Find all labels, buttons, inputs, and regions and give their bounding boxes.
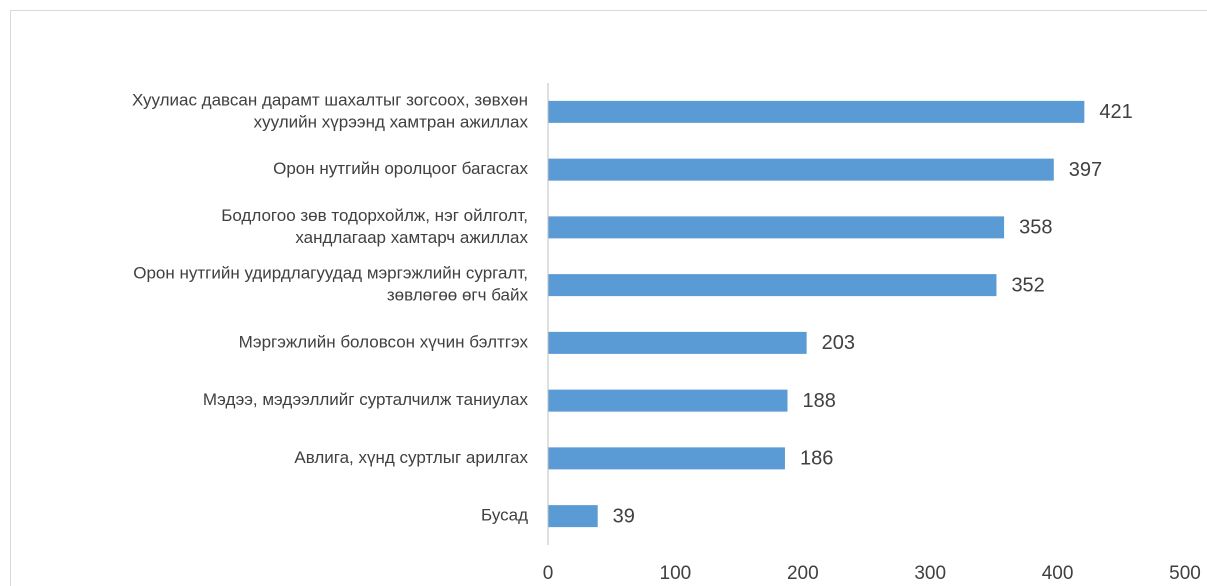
value-label: 188 xyxy=(803,390,836,412)
value-label: 352 xyxy=(1011,274,1044,296)
x-tick-label: 500 xyxy=(1169,563,1201,584)
bar xyxy=(548,158,1054,181)
value-label: 203 xyxy=(822,332,855,354)
bar xyxy=(548,216,1005,239)
value-label: 186 xyxy=(800,448,833,470)
y-tick-label: хандлагаар хамтарч ажиллах xyxy=(295,228,528,247)
x-tick-label: 400 xyxy=(1042,563,1074,584)
x-tick-label: 100 xyxy=(660,563,692,584)
x-tick-label: 200 xyxy=(787,563,819,584)
x-tick-label: 300 xyxy=(914,563,946,584)
value-label: 421 xyxy=(1099,101,1132,123)
bar xyxy=(548,100,1085,123)
y-tick-label: Мэргэжлийн боловсон хүчин бэлтгэх xyxy=(239,332,529,351)
y-tick-label: зөвлөгөө өгч байх xyxy=(387,286,529,305)
y-tick-label: Авлига, хүнд суртлыг арилгах xyxy=(294,448,528,467)
y-tick-label: Хуулиас давсан дарамт шахалтыг зогсоох, … xyxy=(132,90,528,109)
bar xyxy=(548,505,598,528)
bar xyxy=(548,274,997,297)
chart-border xyxy=(10,10,1207,586)
bar xyxy=(548,389,788,412)
y-tick-label: Бусад xyxy=(481,506,528,525)
y-tick-label: хуулийн хүрээнд хамтран ажиллах xyxy=(254,112,529,131)
y-tick-label: Мэдээ, мэдээллийг сурталчилж таниулах xyxy=(203,390,529,409)
y-tick-label: Бодлогоо зөв тодорхойлж, нэг ойлголт, xyxy=(221,206,528,225)
value-label: 358 xyxy=(1019,217,1052,239)
bar xyxy=(548,331,807,354)
bar xyxy=(548,447,785,470)
x-tick-label: 0 xyxy=(543,563,554,584)
y-tick-label: Орон нутгийн оролцоог багасгах xyxy=(273,159,528,178)
value-label: 397 xyxy=(1069,159,1102,181)
value-label: 39 xyxy=(613,505,635,527)
y-tick-label: Орон нутгийн удирдлагуудад мэргэжлийн су… xyxy=(133,264,528,283)
